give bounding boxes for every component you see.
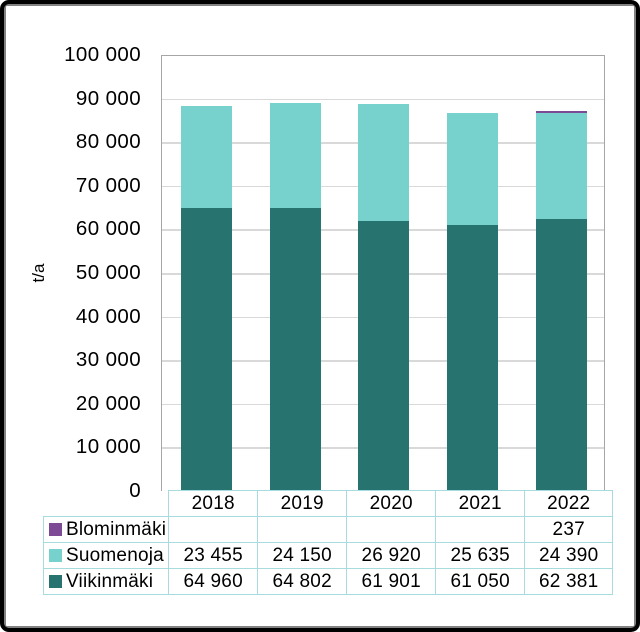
table-row-blominmäki: Blominmäki 237 [42, 516, 614, 543]
table-value-cell: 25 635 [435, 542, 526, 569]
legend-label: Viikinmäki [66, 570, 154, 592]
table-value-cell: 237 [524, 516, 614, 543]
bar-group-2018 [162, 56, 251, 491]
bar-segment-viikinmäki [180, 207, 232, 491]
bar-segment-suomenoja [180, 105, 232, 208]
y-tick-label: 40 000 [75, 304, 141, 328]
bar-segment-viikinmäki [358, 221, 410, 491]
legend-swatch-icon [49, 522, 62, 536]
legend-label: Suomenoja [66, 544, 164, 566]
bar-segment-suomenoja [269, 103, 321, 209]
table-year-header: 2019 [257, 490, 348, 517]
bar-segment-viikinmäki [269, 208, 321, 491]
table-value-cell: 24 150 [257, 542, 348, 569]
y-tick-label: 80 000 [75, 130, 141, 154]
table-value-cell: 61 050 [435, 568, 526, 595]
table-year-header: 2022 [524, 490, 614, 517]
bar-group-2021 [428, 56, 517, 491]
y-tick-label: 90 000 [75, 86, 141, 110]
y-tick-label: 70 000 [75, 173, 141, 197]
table-corner-cell [44, 491, 169, 517]
y-tick-label: 60 000 [75, 217, 141, 241]
table-header-row: 2018 2019 2020 2021 2022 [44, 490, 614, 517]
table-value-cell [168, 516, 259, 543]
legend-swatch-icon [49, 548, 62, 562]
bar-group-2019 [251, 56, 340, 491]
table-year-header: 2021 [435, 490, 526, 517]
legend-cell-viikinmäki: Viikinmäki [42, 568, 170, 595]
y-tick-label: 100 000 [64, 43, 141, 66]
y-axis-title: t/a [29, 263, 48, 283]
legend-swatch-icon [49, 574, 62, 588]
bar-group-2020 [340, 56, 429, 491]
table-value-cell: 24 390 [524, 542, 614, 569]
legend-cell-suomenoja: Suomenoja [42, 542, 170, 569]
table-value-cell [257, 516, 348, 543]
table-row-suomenoja: Suomenoja 23 455 24 150 26 920 25 635 24 390 [42, 542, 614, 569]
table-value-cell [435, 516, 526, 543]
y-tick-label: 50 000 [75, 261, 141, 284]
y-tick-label: 0 [129, 479, 141, 502]
table-row-viikinmäki: Viikinmäki 64 960 64 802 61 901 61 050 62 381 [42, 568, 614, 595]
data-table-legend: 2018 2019 2020 2021 2022 Blominmäki 237 Suomeno… [42, 490, 614, 595]
table-value-cell: 23 455 [168, 542, 259, 569]
bar-segment-suomenoja [536, 112, 588, 220]
table-year-header: 2018 [168, 490, 259, 517]
legend-label: Blominmäki [66, 518, 167, 540]
gridline [162, 98, 604, 101]
table-value-cell [346, 516, 437, 543]
bar-group-2022 [517, 56, 606, 491]
table-value-cell: 64 802 [257, 568, 348, 595]
legend-cell-blominmäki: Blominmäki [42, 516, 170, 543]
bar-segment-suomenoja [447, 113, 499, 225]
y-tick-label: 20 000 [75, 391, 141, 415]
bar-segment-viikinmäki [536, 219, 588, 491]
plot-area [161, 55, 605, 491]
bar-segment-viikinmäki [447, 224, 499, 491]
table-value-cell: 61 901 [346, 568, 437, 595]
y-tick-label: 10 000 [75, 435, 141, 459]
bar-segment-suomenoja [358, 103, 410, 222]
table-value-cell: 64 960 [168, 568, 259, 595]
bar-segment-blominmäki [536, 110, 588, 113]
table-year-header: 2020 [346, 490, 437, 517]
table-value-cell: 26 920 [346, 542, 437, 569]
y-tick-label: 30 000 [75, 348, 141, 372]
table-value-cell: 62 381 [524, 568, 614, 595]
